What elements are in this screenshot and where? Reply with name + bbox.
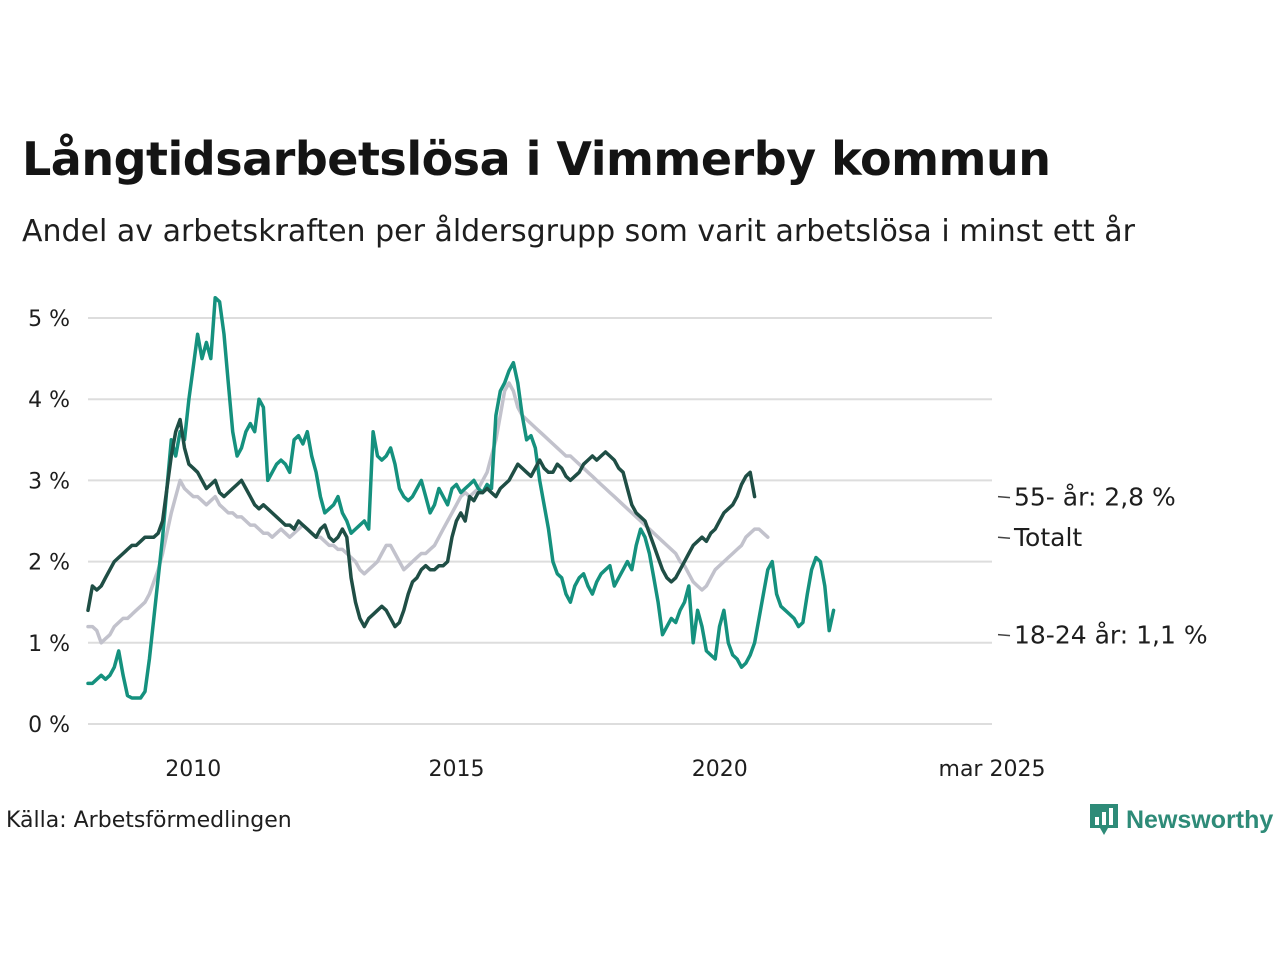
x-tick-label: mar 2025 — [939, 757, 1046, 782]
y-tick-label: 5 % — [28, 307, 70, 332]
bar-chart-pin-icon — [1090, 804, 1118, 835]
series-lines — [86, 295, 836, 700]
series-line-18-24 — [86, 295, 836, 700]
brand-logo: Newsworthy — [1088, 802, 1273, 838]
brand-name: Newsworthy — [1126, 805, 1274, 834]
series-line-55- — [86, 417, 757, 629]
x-tick-label: 2015 — [429, 757, 485, 782]
series-end-label: 55- år: 2,8 % — [1014, 483, 1176, 512]
x-tick-label: 2010 — [165, 757, 221, 782]
y-tick-label: 0 % — [28, 713, 70, 738]
x-axis-ticks: 2010 2015 2020 mar 2025 — [165, 757, 1045, 782]
series-line-Totalt — [86, 381, 770, 645]
series-end-label: 18-24 år: 1,1 % — [1014, 621, 1208, 650]
x-tick-label: 2020 — [692, 757, 748, 782]
label-leader-line — [997, 495, 1011, 499]
source-note: Källa: Arbetsförmedlingen — [6, 808, 292, 833]
grid-lines — [88, 317, 992, 725]
y-axis-ticks: 0 % 1 % 2 % 3 % 4 % 5 % — [28, 307, 70, 738]
y-tick-label: 3 % — [28, 469, 70, 494]
series-end-label: Totalt — [1013, 523, 1082, 552]
series-end-labels: 55- år: 2,8 % Totalt 18-24 år: 1,1 % — [997, 483, 1208, 650]
label-leader-line — [997, 536, 1011, 539]
label-leader-line — [997, 633, 1011, 637]
page-title: Långtidsarbetslösa i Vimmerby kommun — [22, 132, 1051, 186]
y-tick-label: 1 % — [28, 632, 70, 657]
chart-subtitle: Andel av arbetskraften per åldersgrupp s… — [22, 214, 1135, 249]
y-tick-label: 2 % — [28, 551, 70, 576]
y-tick-label: 4 % — [28, 388, 70, 413]
